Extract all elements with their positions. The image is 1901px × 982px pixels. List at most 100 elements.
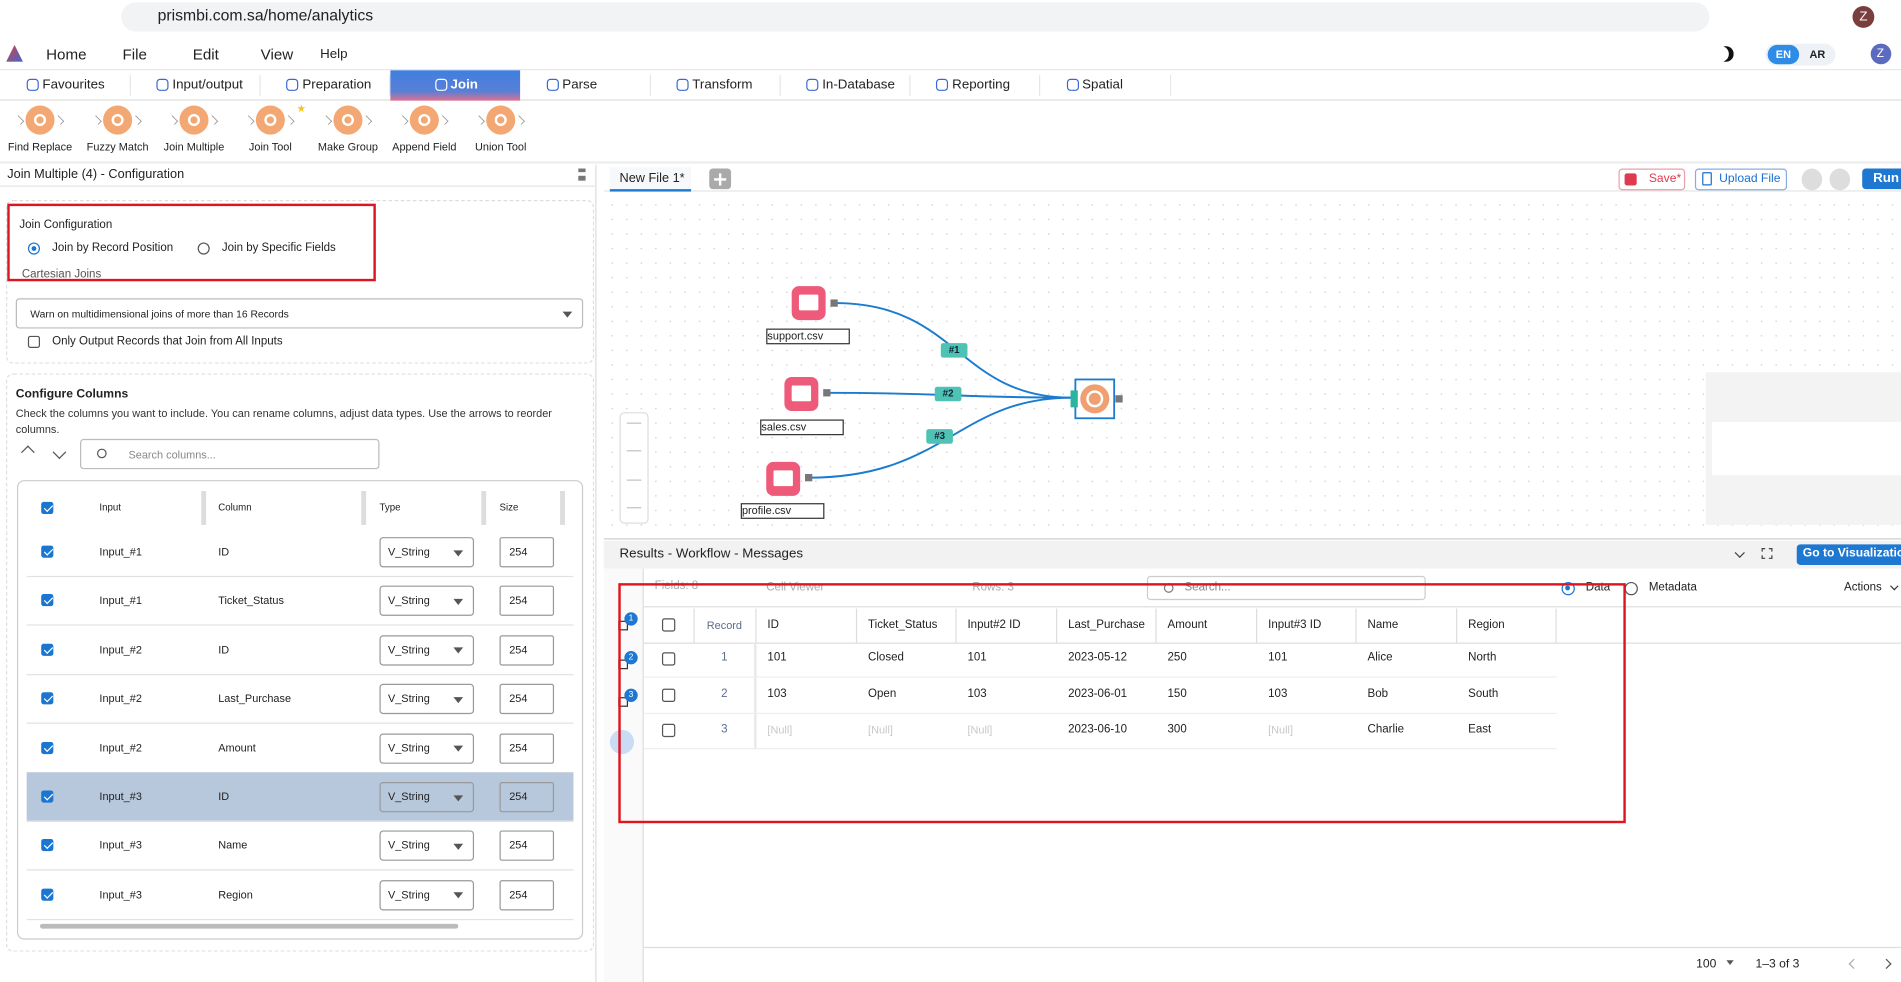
page-size[interactable]: 100 — [1696, 957, 1717, 972]
type-select[interactable] — [379, 586, 475, 617]
file-tab[interactable] — [609, 167, 692, 192]
checkbox-label[interactable]: Only Output Records that Join from All I… — [52, 334, 283, 348]
tab[interactable]: Spatial — [1082, 77, 1123, 93]
checkbox[interactable] — [41, 741, 54, 754]
type-select[interactable] — [379, 879, 475, 911]
zoom-button[interactable] — [626, 422, 642, 426]
size-input[interactable] — [499, 684, 555, 715]
tab-divider — [909, 75, 911, 96]
tab[interactable]: Reporting — [952, 77, 1011, 93]
checkbox[interactable] — [661, 724, 676, 738]
cell-column: Last_Purchase — [218, 692, 292, 705]
select[interactable] — [15, 298, 584, 329]
visualize-button[interactable] — [1796, 544, 1901, 565]
tool-label[interactable]: Find Replace — [7, 140, 73, 153]
checkbox[interactable] — [41, 545, 54, 558]
run-label[interactable]: Run — [1873, 170, 1900, 186]
save-button[interactable] — [1618, 168, 1686, 191]
menu-item[interactable]: Home — [46, 46, 87, 64]
size-input[interactable] — [499, 586, 555, 617]
tab-divider — [649, 75, 651, 96]
tool-label[interactable]: Fuzzy Match — [86, 140, 149, 153]
type-select[interactable] — [379, 684, 475, 715]
tool-label[interactable]: Join Tool — [248, 140, 292, 153]
tab[interactable]: Parse — [562, 77, 598, 93]
zoom-button[interactable] — [626, 450, 642, 454]
actions[interactable]: Actions — [1844, 580, 1882, 595]
layout-button[interactable] — [1801, 168, 1823, 191]
type-select[interactable] — [379, 635, 475, 666]
panel-title-border — [0, 185, 597, 187]
run-button[interactable] — [1862, 168, 1901, 190]
visualize-label[interactable]: Go to Visualization — [1802, 546, 1901, 561]
size-input[interactable] — [499, 537, 555, 568]
cell-column: ID — [218, 643, 230, 656]
input-nodes — [766, 286, 838, 496]
checkbox[interactable] — [661, 618, 676, 632]
checkbox[interactable] — [41, 501, 54, 515]
radio[interactable] — [197, 242, 210, 255]
zoom-button[interactable] — [626, 479, 642, 483]
checkbox[interactable] — [41, 692, 54, 705]
checkbox[interactable] — [27, 335, 41, 348]
tab[interactable]: Favourites — [42, 77, 105, 93]
menu-item[interactable]: Help — [320, 47, 348, 62]
type-select[interactable] — [379, 830, 475, 862]
tab[interactable]: Transform — [692, 77, 753, 93]
type-select[interactable] — [379, 781, 475, 813]
profile-circle — [1852, 6, 1875, 28]
radio[interactable] — [1624, 581, 1638, 596]
upload-button[interactable] — [1694, 168, 1788, 191]
edge-label: #1 — [948, 344, 960, 356]
fields-count[interactable]: Fields: 8 — [654, 579, 699, 593]
radio-label[interactable]: Join by Record Position — [52, 241, 174, 255]
tool-label[interactable]: Make Group — [317, 140, 378, 153]
checkbox[interactable] — [41, 839, 54, 852]
checkbox[interactable] — [41, 594, 54, 607]
url[interactable]: prismbi.com.sa/home/analytics — [157, 6, 374, 25]
tool-label[interactable]: Append Field — [392, 140, 457, 153]
select-value: Warn on multidimensional joins of more t… — [30, 307, 289, 321]
tab[interactable]: In-Database — [822, 77, 895, 93]
size-input[interactable] — [499, 830, 555, 862]
tab-divider — [259, 75, 261, 96]
cell: South — [1468, 687, 1499, 701]
cell: 2023-06-10 — [1068, 723, 1128, 737]
size-input[interactable] — [499, 635, 555, 666]
tab[interactable]: Join — [450, 77, 478, 93]
radio[interactable] — [27, 242, 41, 255]
view-option[interactable]: Metadata — [1648, 580, 1697, 595]
zoom-button[interactable] — [626, 507, 642, 511]
tab-divider — [779, 75, 781, 96]
size-input[interactable] — [499, 781, 555, 813]
checkbox[interactable] — [661, 652, 676, 666]
language[interactable]: EN — [1775, 48, 1791, 61]
expand[interactable] — [1761, 547, 1773, 559]
checkbox[interactable] — [41, 888, 54, 901]
language[interactable]: AR — [1809, 48, 1826, 61]
tab[interactable]: Input/output — [172, 77, 243, 93]
upload-label[interactable]: Upload File — [1719, 172, 1781, 186]
type-select[interactable] — [379, 732, 475, 764]
type-select[interactable] — [379, 537, 475, 568]
menu-item[interactable]: Edit — [192, 46, 219, 64]
header-separator — [201, 491, 207, 525]
search-field[interactable] — [1146, 575, 1426, 601]
cell: 2023-06-01 — [1068, 687, 1128, 701]
tool-label[interactable]: Union Tool — [475, 140, 527, 153]
checkbox[interactable] — [41, 643, 54, 656]
checkbox[interactable] — [661, 688, 676, 702]
tool-label[interactable]: Join Multiple — [163, 140, 225, 153]
size-input[interactable] — [499, 879, 555, 911]
size-input[interactable] — [499, 732, 555, 764]
tab[interactable]: Preparation — [302, 77, 372, 93]
checkbox[interactable] — [41, 790, 54, 803]
save-label[interactable]: Save* — [1648, 172, 1682, 186]
menu-item[interactable]: File — [122, 46, 147, 64]
plus-v — [719, 173, 722, 186]
menu-item[interactable]: View — [260, 46, 294, 64]
layout-button[interactable] — [1829, 168, 1851, 191]
radio-label[interactable]: Join by Specific Fields — [221, 241, 336, 255]
search-box[interactable] — [80, 438, 380, 470]
node-label-box — [766, 328, 850, 345]
